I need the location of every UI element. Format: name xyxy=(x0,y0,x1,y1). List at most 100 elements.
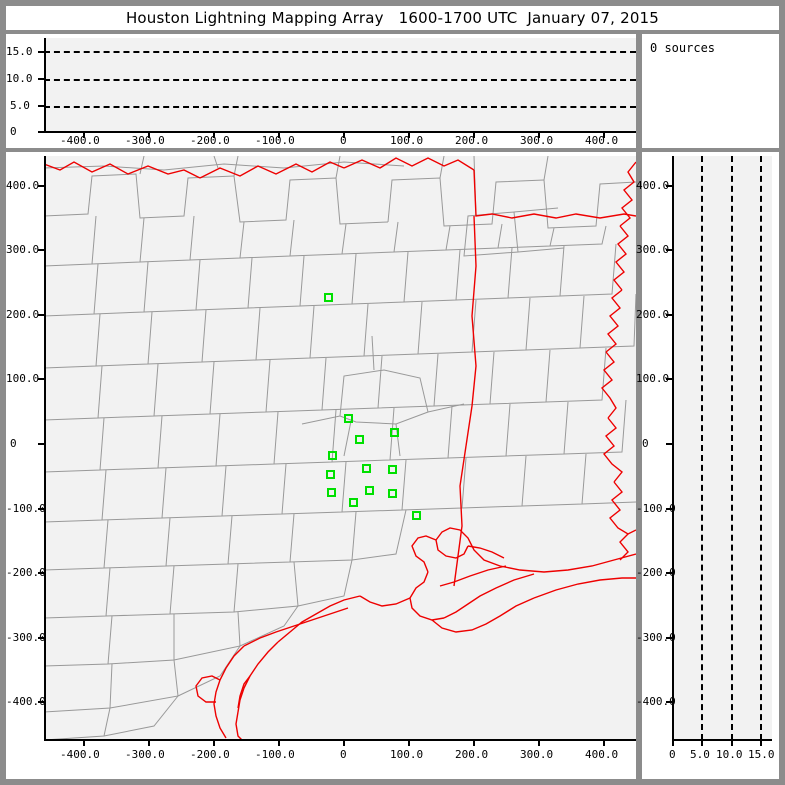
right-xticklabel-10: 10.0 xyxy=(716,748,743,761)
right-xticklabel-5: 5.0 xyxy=(690,748,710,761)
right-xtick-5 xyxy=(701,740,703,746)
map-yticklabel-0: 0 xyxy=(10,437,17,450)
sources-count-panel: 0 sources xyxy=(642,34,779,148)
map-ytick-400 xyxy=(38,185,45,187)
map-yticklabel-300: 300.0 xyxy=(6,243,40,256)
right-panel-y-axis xyxy=(672,156,674,740)
map-y-axis xyxy=(44,156,46,740)
lma-station-marker[interactable] xyxy=(326,488,336,498)
right-yticklabel--300: -300.0 xyxy=(636,631,676,644)
map-xtick-0 xyxy=(343,740,345,746)
map-ytick-200 xyxy=(38,314,45,316)
lma-station-marker[interactable] xyxy=(355,434,365,444)
title-bar: Houston Lightning Mapping Array 1600-170… xyxy=(6,6,779,30)
top-xtick--200 xyxy=(213,132,215,138)
lma-station-marker[interactable] xyxy=(389,427,399,437)
top-xtick--100 xyxy=(278,132,280,138)
top-xtick-300 xyxy=(538,132,540,138)
lma-station-marker[interactable] xyxy=(323,293,333,303)
top-xtick-400 xyxy=(603,132,605,138)
map-plot-area[interactable] xyxy=(44,156,636,740)
gridline-x-15 xyxy=(760,156,763,740)
map-yticklabel--400: -400.0 xyxy=(6,695,46,708)
right-ytick-0 xyxy=(666,443,673,445)
time-altitude-plot-area[interactable] xyxy=(44,38,636,132)
sources-count-label: 0 sources xyxy=(650,41,716,55)
right-ytick--300 xyxy=(666,637,673,639)
top-xticklabel-0: 0 xyxy=(340,134,347,147)
right-xticklabel-0: 0 xyxy=(669,748,676,761)
right-ytick-200 xyxy=(666,314,673,316)
lma-station-marker[interactable] xyxy=(343,414,353,424)
lma-station-marker[interactable] xyxy=(348,497,358,507)
map-ytick-100 xyxy=(38,378,45,380)
lma-station-marker[interactable] xyxy=(387,489,397,499)
right-yticklabel--400: -400.0 xyxy=(636,695,676,708)
map-ytick--200 xyxy=(38,572,45,574)
lma-station-marker[interactable] xyxy=(365,485,375,495)
gridline-x-10 xyxy=(730,156,733,740)
map-xticklabel-400: 400.0 xyxy=(585,748,619,761)
map-xticklabel-100: 100.0 xyxy=(390,748,424,761)
top-yticklabel-5: 5.0 xyxy=(10,99,30,112)
map-xtick--100 xyxy=(278,740,280,746)
map-xtick--200 xyxy=(213,740,215,746)
right-yticklabel--100: -100.0 xyxy=(636,502,676,515)
map-xtick-400 xyxy=(603,740,605,746)
lma-station-marker[interactable] xyxy=(326,470,336,480)
top-ytick-0 xyxy=(38,131,45,133)
top-xtick-100 xyxy=(408,132,410,138)
top-panel-y-axis xyxy=(44,38,46,132)
altitude-histogram-panel[interactable]: 400.0 300.0 200.0 100.0 0 -100.0 -200.0 … xyxy=(636,152,779,779)
map-xticklabel--300: -300.0 xyxy=(125,748,165,761)
time-altitude-panel[interactable]: 0 5.0 10.0 15.0 -400.0 -300.0 -200.0 -10… xyxy=(6,34,636,148)
right-ytick-300 xyxy=(666,249,673,251)
map-ytick-0 xyxy=(38,443,45,445)
lma-station-marker[interactable] xyxy=(388,464,398,474)
map-x-axis xyxy=(44,739,636,741)
top-ytick-15 xyxy=(38,51,45,53)
top-xtick--400 xyxy=(83,132,85,138)
right-xtick-0 xyxy=(672,740,674,746)
top-ytick-5 xyxy=(38,105,45,107)
top-xticklabel--300: -300.0 xyxy=(125,134,165,147)
right-yticklabel-100: 100.0 xyxy=(636,372,670,385)
top-xtick--300 xyxy=(148,132,150,138)
top-yticklabel-10: 10.0 xyxy=(6,72,33,85)
state-boundaries xyxy=(44,157,636,587)
right-yticklabel-0: 0 xyxy=(642,437,649,450)
top-xticklabel--100: -100.0 xyxy=(255,134,295,147)
map-xtick--400 xyxy=(83,740,85,746)
gridline-x-5 xyxy=(701,156,704,740)
map-yticklabel--200: -200.0 xyxy=(6,566,46,579)
lma-station-marker[interactable] xyxy=(412,511,422,521)
right-yticklabel-300: 300.0 xyxy=(636,243,670,256)
map-xticklabel--200: -200.0 xyxy=(190,748,230,761)
top-panel-x-axis xyxy=(44,131,636,133)
top-ytick-10 xyxy=(38,78,45,80)
top-xticklabel-200: 200.0 xyxy=(455,134,489,147)
map-xtick-100 xyxy=(408,740,410,746)
map-xticklabel--400: -400.0 xyxy=(60,748,100,761)
map-yticklabel-100: 100.0 xyxy=(6,372,40,385)
top-xticklabel-400: 400.0 xyxy=(585,134,619,147)
lma-station-marker[interactable] xyxy=(327,450,337,460)
map-yticklabel-400: 400.0 xyxy=(6,179,40,192)
coastline xyxy=(195,527,636,740)
map-xticklabel-0: 0 xyxy=(340,748,347,761)
right-panel-x-axis xyxy=(672,739,772,741)
map-ytick-300 xyxy=(38,249,45,251)
gridline-y-10 xyxy=(44,78,636,81)
map-ytick--400 xyxy=(38,701,45,703)
right-xtick-15 xyxy=(760,740,762,746)
right-ytick--100 xyxy=(666,508,673,510)
top-xticklabel-300: 300.0 xyxy=(520,134,554,147)
plan-view-map-panel[interactable]: 400.0 300.0 200.0 100.0 0 -100.0 -200.0 … xyxy=(6,152,636,779)
map-yticklabel-200: 200.0 xyxy=(6,308,40,321)
altitude-histogram-plot-area[interactable] xyxy=(672,156,772,740)
top-xtick-0 xyxy=(343,132,345,138)
lma-station-marker[interactable] xyxy=(362,463,372,473)
map-vector-layer xyxy=(44,156,636,740)
map-yticklabel--300: -300.0 xyxy=(6,631,46,644)
